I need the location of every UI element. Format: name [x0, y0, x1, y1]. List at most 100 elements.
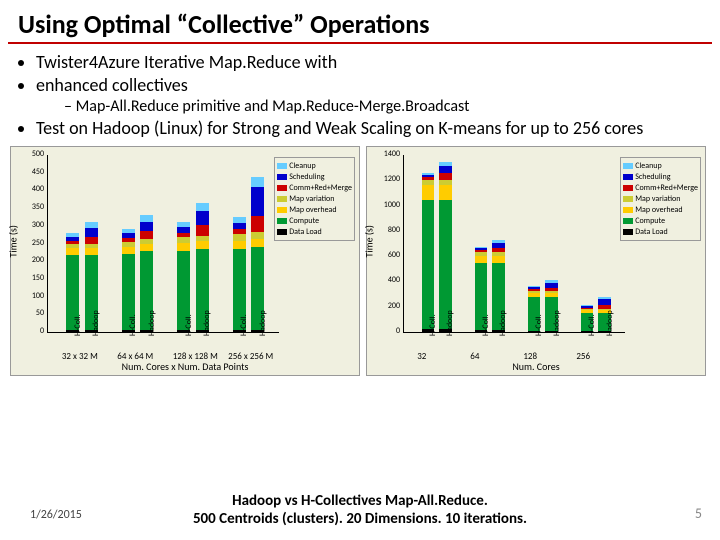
bar-segment [422, 200, 434, 329]
bar-segment [233, 241, 246, 250]
bullet-list: Twister4Azure Iterative Map.Reduce with … [0, 44, 720, 142]
bar-segment [140, 222, 153, 231]
ytick: 1000 [376, 200, 400, 210]
xtick: Hadoop [498, 310, 508, 336]
legend-item: Map overhead [623, 205, 698, 215]
xtick: Hadoop [258, 310, 268, 336]
xtick: H-Coll. [239, 314, 249, 336]
ytick: 0 [376, 326, 400, 336]
ytick: 300 [20, 220, 44, 230]
legend-item: Cleanup [277, 161, 352, 171]
ylabel-left: Time (s) [7, 225, 20, 257]
legend-item: Comm+Red+Merge [277, 183, 352, 193]
xtick: Hadoop [445, 310, 455, 336]
xtick: Hadoop [147, 310, 157, 336]
footer: 1/26/2015 Hadoop vs H-Collectives Map-Al… [0, 492, 720, 528]
legend-item: Data Load [623, 227, 698, 237]
sub-bullet: Map-All.Reduce primitive and Map.Reduce-… [64, 97, 700, 116]
ytick: 200 [376, 301, 400, 311]
ytick: 800 [376, 225, 400, 235]
page-number: 5 [695, 505, 702, 522]
footer-date: 1/26/2015 [30, 508, 82, 522]
bar-segment [492, 256, 504, 264]
bullet-2: enhanced collectives [36, 74, 700, 96]
bar-segment [251, 187, 264, 216]
caption: Hadoop vs H-Collectives Map-All.Reduce. … [0, 492, 720, 528]
legend-left: CleanupSchedulingComm+Red+MergeMap varia… [274, 157, 355, 241]
xtick: H-Coll. [73, 314, 83, 336]
bar [422, 173, 434, 332]
bar-segment [177, 243, 190, 251]
xgroup: 32 x 32 M [62, 351, 98, 362]
ytick: 1400 [376, 149, 400, 159]
ytick: 600 [376, 250, 400, 260]
bar [251, 177, 264, 332]
charts-row: Time (s) 050100150200250300350400450500H… [0, 142, 720, 378]
bar-segment [251, 177, 264, 187]
bar-segment [122, 247, 135, 254]
xtick: Hadoop [552, 310, 562, 336]
xtick: H-Coll. [587, 314, 597, 336]
ytick: 0 [20, 326, 44, 336]
xlabel-left: Num. Cores x Num. Data Points [122, 360, 249, 373]
slide-title: Using Optimal “Collective” Operations [8, 0, 712, 44]
ytick: 250 [20, 238, 44, 248]
xtick: H-Coll. [481, 314, 491, 336]
bar-segment [422, 185, 434, 200]
ytick: 350 [20, 202, 44, 212]
caption-line1: Hadoop vs H-Collectives Map-All.Reduce. [0, 492, 720, 510]
legend-item: Scheduling [277, 172, 352, 182]
ytick: 500 [20, 149, 44, 159]
bullet-1: Twister4Azure Iterative Map.Reduce with [36, 51, 700, 73]
ytick: 200 [20, 255, 44, 265]
chart-left: Time (s) 050100150200250300350400450500H… [10, 146, 360, 376]
xtick: Hadoop [202, 310, 212, 336]
bar-segment [140, 231, 153, 239]
legend-item: Map variation [277, 194, 352, 204]
bar-segment [196, 241, 209, 249]
bar-segment [251, 216, 264, 232]
xtick: H-Coll. [428, 314, 438, 336]
xtick: H-Coll. [128, 314, 138, 336]
bar-segment [196, 203, 209, 211]
legend-item: Cleanup [623, 161, 698, 171]
xgroup: 64 [470, 351, 479, 362]
bullet-3: Test on Hadoop (Linux) for Strong and We… [36, 117, 700, 139]
xlabel-right: Num. Cores [512, 360, 559, 373]
bar [439, 162, 451, 332]
legend-item: Comm+Red+Merge [623, 183, 698, 193]
plot-right: 0200400600800100012001400H-Coll.HadoopH-… [403, 155, 625, 333]
bar-segment [251, 239, 264, 248]
ytick: 400 [376, 275, 400, 285]
xtick: Hadoop [91, 310, 101, 336]
bar-segment [140, 215, 153, 222]
bar-segment [196, 225, 209, 236]
legend-item: Compute [277, 216, 352, 226]
ytick: 400 [20, 184, 44, 194]
ytick: 100 [20, 291, 44, 301]
legend-item: Scheduling [623, 172, 698, 182]
chart-right: Time (s) 0 200 400 600 800 1000 1200 1400 H-Coll… [366, 146, 706, 376]
ylabel-right: Time (s) [363, 225, 376, 257]
xtick: H-Coll. [184, 314, 194, 336]
xgroup: 32 [417, 351, 426, 362]
bar-segment [196, 211, 209, 225]
bar-segment [140, 244, 153, 251]
legend-item: Data Load [277, 227, 352, 237]
xgroup: 256 [576, 351, 590, 362]
legend-item: Map overhead [277, 205, 352, 215]
bar-segment [439, 166, 451, 174]
caption-line2: 500 Centroids (clusters). 20 Dimensions.… [0, 510, 720, 528]
legend-item: Map variation [623, 194, 698, 204]
ytick: 150 [20, 273, 44, 283]
ytick: 1200 [376, 174, 400, 184]
bar-segment [439, 185, 451, 200]
bar-segment [475, 256, 487, 264]
ytick: 450 [20, 167, 44, 177]
legend-right: CleanupSchedulingComm+Red+MergeMap varia… [620, 157, 701, 241]
xtick: Hadoop [605, 310, 615, 336]
bar-segment [85, 228, 98, 237]
plot-left: 050100150200250300350400450500H-Coll.Had… [47, 155, 279, 333]
ytick: 50 [20, 308, 44, 318]
legend-item: Compute [623, 216, 698, 226]
